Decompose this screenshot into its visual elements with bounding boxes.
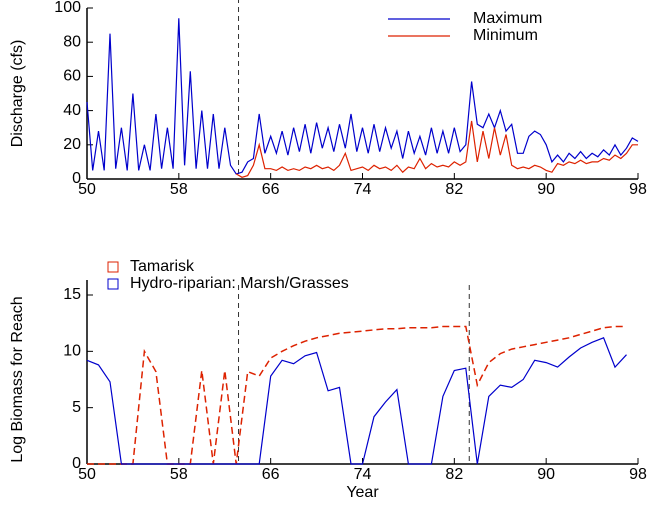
y-axis-title: Log Biomass for Reach bbox=[9, 296, 26, 462]
y-tick-label: 60 bbox=[63, 68, 81, 85]
y-tick-label: 40 bbox=[63, 102, 81, 119]
x-tick-label: 50 bbox=[78, 466, 96, 483]
y-tick-label: 0 bbox=[72, 455, 81, 472]
series-line bbox=[87, 325, 627, 465]
x-axis-title: Year bbox=[346, 484, 379, 501]
y-tick-label: 0 bbox=[72, 170, 81, 187]
legend-swatch bbox=[107, 278, 119, 290]
series-line bbox=[86, 337, 627, 465]
x-tick-label: 50 bbox=[78, 181, 96, 198]
legend-swatch bbox=[107, 261, 119, 273]
x-tick-label: 82 bbox=[445, 181, 463, 198]
x-tick-label: 58 bbox=[170, 181, 188, 198]
x-tick-label: 66 bbox=[262, 181, 280, 198]
y-tick-label: 5 bbox=[72, 399, 81, 416]
x-tick-label: 74 bbox=[354, 466, 372, 483]
y-tick-label: 10 bbox=[63, 343, 81, 360]
y-tick-label: 15 bbox=[63, 286, 81, 303]
x-tick-label: 82 bbox=[445, 466, 463, 483]
y-tick-label: 100 bbox=[54, 0, 81, 16]
x-tick-label: 74 bbox=[354, 181, 372, 198]
y-tick-label: 20 bbox=[63, 136, 81, 153]
series-line bbox=[86, 18, 639, 175]
legend-label: Hydro-riparian: Marsh/Grasses bbox=[130, 275, 349, 292]
legend-label: Maximum bbox=[473, 10, 542, 27]
x-tick-label: 66 bbox=[262, 466, 280, 483]
x-tick-label: 98 bbox=[629, 181, 647, 198]
x-tick-label: 90 bbox=[537, 466, 555, 483]
y-tick-label: 80 bbox=[63, 33, 81, 50]
x-tick-label: 90 bbox=[537, 181, 555, 198]
legend-label: Tamarisk bbox=[130, 258, 195, 275]
y-axis-title: Discharge (cfs) bbox=[9, 40, 26, 148]
legend-label: Minimum bbox=[473, 27, 538, 44]
x-tick-label: 98 bbox=[629, 466, 647, 483]
x-tick-label: 58 bbox=[170, 466, 188, 483]
series-line bbox=[235, 120, 638, 178]
